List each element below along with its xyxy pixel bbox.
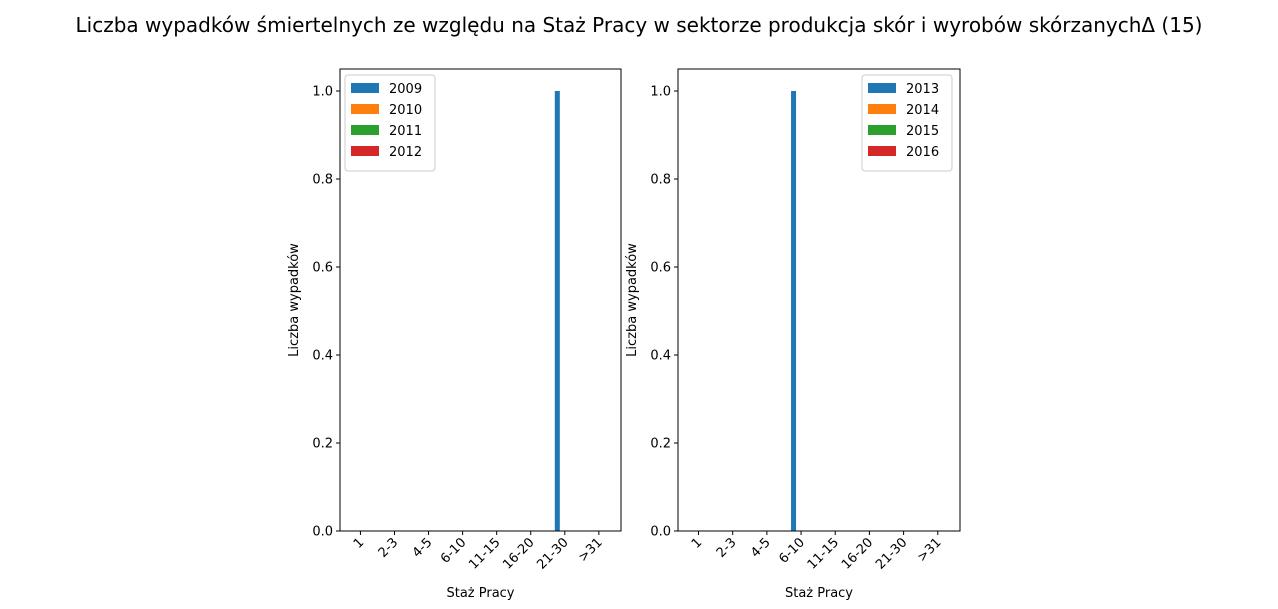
y-tick-label: 1.0 [312,85,333,100]
legend-swatch-2011 [351,125,379,135]
legend-label-2011: 2011 [389,124,422,139]
y-tick-label: 0.4 [650,349,671,364]
y-tick-label: 0.6 [650,261,671,276]
x-tick-label: 1 [351,535,367,551]
legend-swatch-2016 [868,146,896,156]
x-tick-label: >31 [576,535,606,565]
legend-swatch-2012 [351,146,379,156]
x-tick-label: >31 [915,535,945,565]
legend-label-2009: 2009 [389,82,422,97]
x-tick-label: 11-15 [466,535,503,572]
bar-2009-21-30 [554,91,560,531]
x-tick-label: 4-5 [410,535,436,561]
legend-label-2015: 2015 [906,124,939,139]
x-tick-label: 1 [689,535,705,551]
x-tick-label: 6-10 [776,535,807,566]
x-tick-label: 16-20 [500,535,537,572]
legend-label-2010: 2010 [389,103,422,118]
legend-label-2013: 2013 [906,82,939,97]
x-axis-label: Staż Pracy [785,586,853,601]
x-tick-label: 6-10 [438,535,469,566]
legend-swatch-2013 [868,83,896,93]
y-axis-label: Liczba wypadków [287,243,302,357]
x-tick-label: 21-30 [534,535,571,572]
x-tick-label: 4-5 [748,535,774,561]
y-tick-label: 1.0 [650,85,671,100]
x-tick-label: 2-3 [376,535,402,561]
bar-2013-6-10 [791,91,797,531]
x-tick-label: 16-20 [839,535,876,572]
legend-swatch-2009 [351,83,379,93]
y-tick-label: 0.8 [650,173,671,188]
y-tick-label: 0.0 [312,525,333,540]
x-tick-label: 11-15 [805,535,842,572]
y-tick-label: 0.6 [312,261,333,276]
legend-label-2012: 2012 [389,145,422,160]
axes-frame [677,68,961,532]
chart-title: Liczba wypadków śmiertelnych ze względu … [76,13,1203,37]
y-tick-label: 0.0 [650,525,671,540]
y-tick-label: 0.4 [312,349,333,364]
axes-frame [339,68,622,532]
legend-label-2014: 2014 [906,103,939,118]
legend-swatch-2015 [868,125,896,135]
legend-label-2016: 2016 [906,145,939,160]
legend-swatch-2014 [868,104,896,114]
y-tick-label: 0.2 [650,437,671,452]
x-tick-label: 21-30 [873,535,910,572]
x-axis-label: Staż Pracy [446,586,514,601]
right-subplot: 0.00.20.40.60.81.01 2-3 4-5 6-1011-1516-202… [625,68,961,601]
y-tick-label: 0.8 [312,173,333,188]
legend-swatch-2010 [351,104,379,114]
y-tick-label: 0.2 [312,437,333,452]
left-subplot: 0.00.20.40.60.81.01 2-3 4-5 6-1011-1516-202… [287,68,622,601]
y-axis-label: Liczba wypadków [625,243,640,357]
x-tick-label: 2-3 [714,535,740,561]
